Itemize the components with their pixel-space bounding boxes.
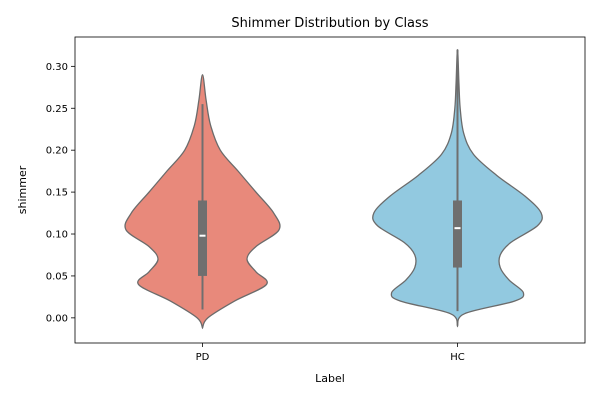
violins-layer: [124, 48, 543, 330]
y-tick-label: 0.00: [46, 313, 68, 324]
y-axis-label: shimmer: [16, 165, 29, 214]
y-tick-label: 0.20: [46, 146, 68, 157]
y-tick-label: 0.10: [46, 230, 68, 241]
plot-frame: [74, 36, 586, 344]
x-tick-label-pd: PD: [196, 352, 210, 363]
y-tick-label: 0.15: [46, 188, 68, 199]
y-axis-ticks: 0.00 0.05 0.10 0.15 0.20 0.25 0.30: [46, 62, 75, 324]
x-tick-label-hc: HC: [450, 352, 465, 363]
iqr-box-hc: [453, 200, 462, 268]
chart-title: Shimmer Distribution by Class: [231, 16, 428, 31]
y-tick-label: 0.30: [46, 62, 68, 73]
y-tick-label: 0.05: [46, 271, 68, 282]
iqr-box-pd: [198, 200, 207, 276]
x-axis-label: Label: [315, 372, 345, 385]
y-tick-label: 0.25: [46, 104, 68, 115]
x-axis-ticks: PD HC: [196, 343, 465, 363]
